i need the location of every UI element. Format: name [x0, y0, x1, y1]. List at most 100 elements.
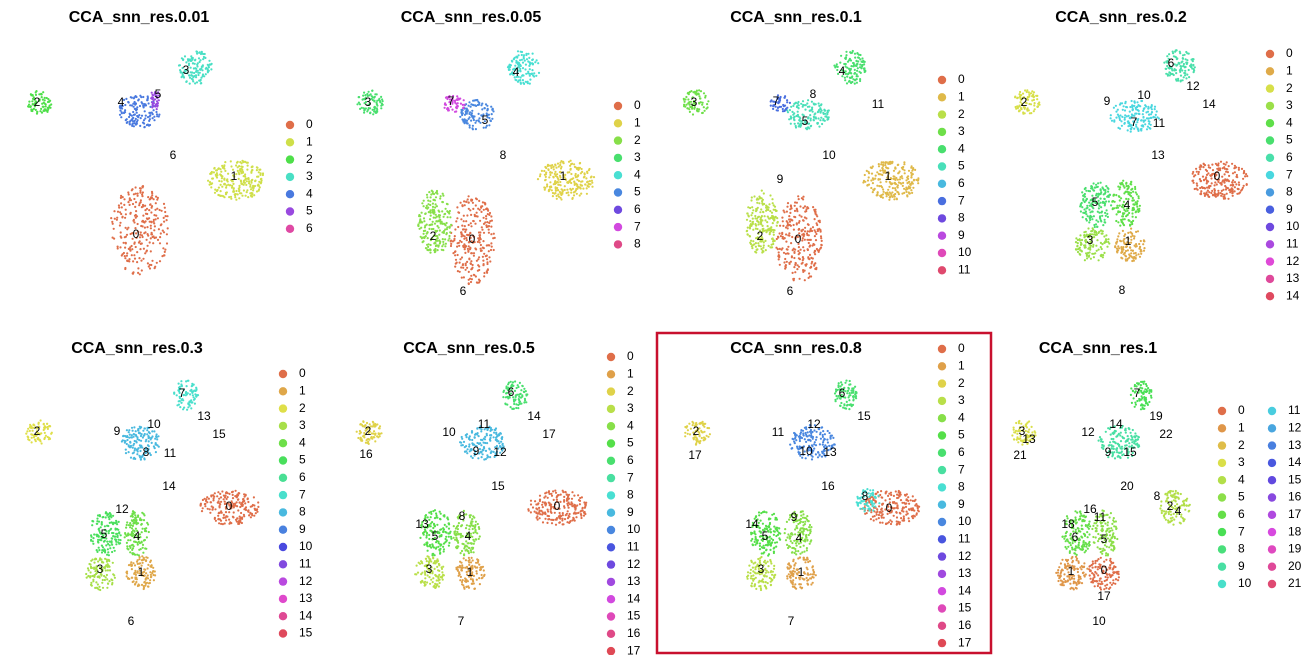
cell-point	[129, 563, 132, 566]
cell-point	[235, 501, 238, 504]
cell-point	[704, 94, 707, 97]
cell-point	[437, 226, 440, 229]
cell-point	[220, 177, 223, 180]
cell-point	[1116, 251, 1119, 254]
cell-point	[1191, 179, 1194, 182]
cell-point	[236, 166, 239, 169]
cell-point	[237, 522, 240, 526]
cell-point	[893, 198, 896, 201]
cell-point	[93, 561, 96, 564]
cell-point	[778, 263, 781, 266]
cell-point	[1228, 174, 1231, 177]
cell-point	[1153, 105, 1157, 108]
cell-point	[809, 244, 812, 247]
cell-point	[152, 579, 155, 582]
cell-point	[119, 221, 122, 224]
cell-point	[35, 112, 39, 115]
legend-label: 2	[306, 152, 313, 166]
cell-point	[217, 491, 220, 494]
cell-point	[785, 260, 788, 263]
cell-point	[1137, 104, 1140, 107]
cell-point	[549, 164, 552, 167]
cell-point	[249, 183, 252, 186]
cell-point	[129, 113, 132, 117]
cell-point	[41, 98, 45, 101]
cell-point	[1138, 209, 1141, 212]
cell-point	[86, 567, 90, 570]
cell-point	[121, 107, 124, 110]
cell-point	[1217, 189, 1220, 192]
cell-point	[241, 171, 244, 174]
cell-point	[531, 69, 534, 72]
cell-point	[482, 259, 485, 262]
cluster-label: 0	[133, 227, 140, 241]
cell-point	[27, 438, 30, 441]
cell-point	[859, 66, 862, 69]
cell-point	[758, 244, 761, 247]
cell-point	[752, 209, 755, 212]
cell-point	[467, 104, 470, 107]
cell-point	[463, 225, 466, 228]
cell-point	[129, 524, 133, 527]
cell-point	[1096, 225, 1099, 228]
cell-point	[554, 180, 557, 183]
cell-point	[799, 248, 802, 251]
cell-point	[803, 216, 807, 219]
cell-point	[448, 234, 451, 238]
cell-point	[460, 256, 464, 259]
cell-point	[149, 579, 152, 582]
cell-point	[1127, 191, 1131, 194]
cell-point	[791, 235, 794, 239]
legend-swatch	[285, 138, 295, 147]
cell-point	[880, 161, 883, 164]
cell-point	[459, 102, 462, 105]
cell-point	[144, 209, 147, 212]
cell-point	[698, 97, 702, 100]
cell-point	[477, 112, 480, 115]
cell-point	[1100, 210, 1104, 213]
cell-point	[519, 81, 522, 84]
cell-point	[1147, 113, 1151, 116]
cell-point	[786, 248, 789, 251]
cell-point	[449, 240, 452, 243]
cell-point	[1242, 177, 1245, 180]
cell-point	[781, 220, 784, 223]
cell-point	[485, 207, 488, 210]
cell-point	[1140, 129, 1143, 132]
cell-point	[578, 166, 582, 169]
cell-point	[32, 107, 36, 110]
cell-point	[466, 119, 469, 122]
cell-point	[1174, 49, 1177, 52]
cell-point	[199, 59, 202, 62]
cell-point	[535, 59, 538, 62]
cell-point	[356, 103, 359, 106]
cell-point	[1038, 103, 1041, 106]
cell-point	[847, 72, 850, 75]
cell-point	[1163, 61, 1166, 64]
cell-point	[190, 71, 193, 74]
cell-point	[771, 222, 774, 225]
cell-point	[903, 161, 906, 164]
cell-point	[1220, 183, 1223, 186]
cell-point	[855, 75, 858, 78]
cell-point	[1131, 187, 1134, 190]
cell-point	[1146, 125, 1149, 128]
cell-point	[149, 571, 152, 574]
cell-point	[142, 214, 145, 217]
cell-point	[470, 278, 473, 281]
cell-point	[895, 176, 898, 180]
cell-point	[150, 263, 153, 267]
cell-point	[119, 196, 122, 199]
cell-point	[789, 208, 792, 211]
cell-point	[429, 248, 432, 251]
cell-point	[1109, 117, 1112, 120]
cell-point	[212, 506, 215, 509]
cell-point	[1221, 175, 1224, 178]
cell-point	[145, 527, 148, 530]
cell-point	[1080, 243, 1083, 246]
cell-point	[467, 195, 470, 198]
cell-point	[1210, 177, 1213, 180]
cell-point	[438, 214, 442, 217]
cell-point	[466, 198, 469, 201]
cell-point	[533, 75, 536, 78]
